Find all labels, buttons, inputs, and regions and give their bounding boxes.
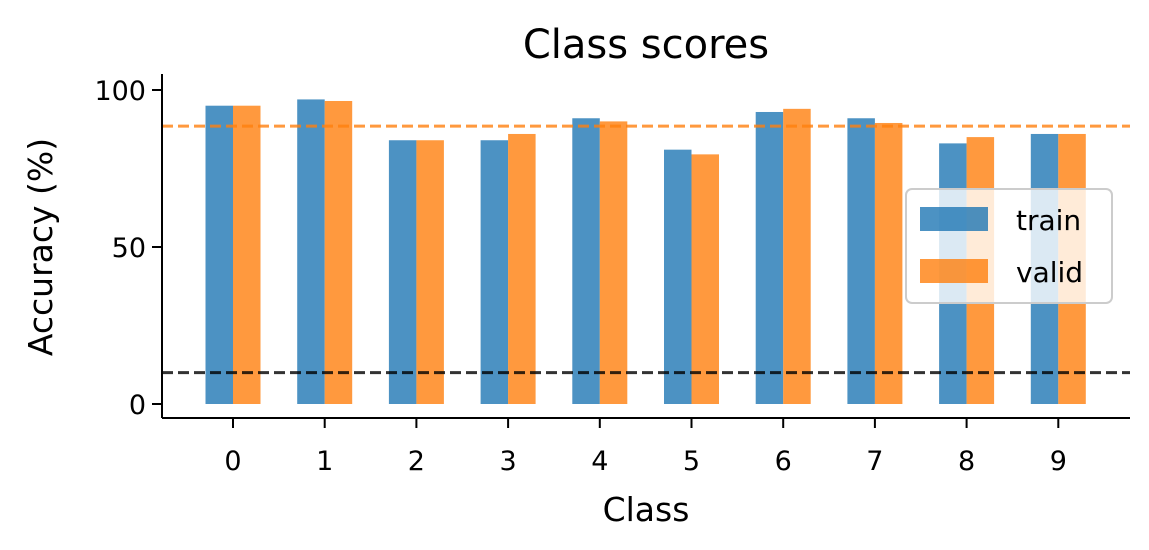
legend-swatch-valid — [920, 259, 988, 283]
bar-train-class-6 — [755, 111, 784, 404]
bar-valid-class-4 — [599, 121, 628, 405]
x-tick-label: 2 — [408, 446, 425, 477]
bar-train-class-7 — [847, 118, 875, 404]
bar-valid-class-1 — [324, 100, 353, 405]
y-tick-label: 50 — [112, 233, 146, 264]
legend-label-train: train — [1016, 204, 1081, 237]
x-tick-label: 9 — [1050, 446, 1067, 477]
x-tick-label: 8 — [958, 446, 975, 477]
y-tick-label: 100 — [94, 76, 146, 107]
y-ticks-group: 0 50 100 — [94, 76, 162, 421]
bar-valid-class-7 — [874, 122, 903, 404]
bars-group — [205, 99, 1086, 405]
x-tick-label: 7 — [866, 446, 883, 477]
legend-swatch-train — [920, 207, 988, 231]
y-tick-label: 0 — [129, 390, 146, 421]
bar-valid-class-2 — [416, 140, 444, 405]
bar-train-class-2 — [388, 140, 417, 405]
x-tick-label: 1 — [316, 446, 333, 477]
x-ticks-group: 0 1 2 3 4 5 6 7 8 9 — [224, 418, 1067, 477]
bar-train-class-1 — [297, 99, 325, 405]
bar-valid-class-3 — [508, 133, 536, 404]
x-tick-label: 0 — [224, 446, 241, 477]
y-axis-title: Accuracy (%) — [21, 138, 60, 356]
bar-valid-class-0 — [233, 105, 261, 404]
x-tick-label: 6 — [775, 446, 792, 477]
bar-train-class-3 — [480, 140, 509, 405]
bar-valid-class-6 — [783, 108, 811, 404]
x-axis-title: Class — [603, 490, 690, 529]
x-tick-label: 5 — [683, 446, 700, 477]
x-tick-label: 4 — [591, 446, 608, 477]
bar-valid-class-5 — [691, 154, 719, 404]
x-tick-label: 3 — [500, 446, 517, 477]
bar-train-class-5 — [664, 149, 692, 404]
legend: train valid — [905, 188, 1113, 304]
chart-title: Class scores — [523, 22, 769, 68]
bar-train-class-4 — [572, 118, 600, 404]
legend-label-valid: valid — [1016, 256, 1083, 289]
reference-lines-group — [162, 124, 1130, 375]
bar-train-class-0 — [205, 105, 233, 404]
